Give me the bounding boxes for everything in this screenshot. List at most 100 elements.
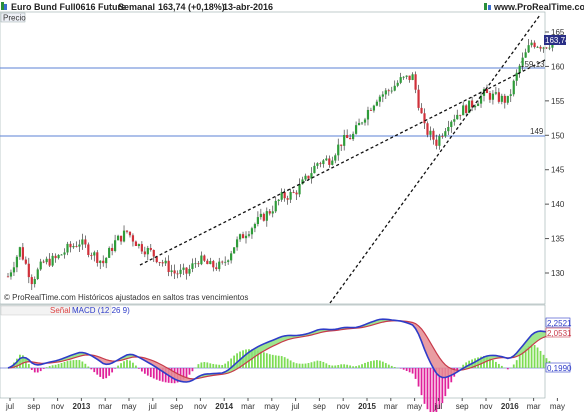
candle-down <box>111 247 114 251</box>
site-label[interactable]: www.ProRealTime.com <box>493 2 584 12</box>
macd-hist-bar <box>381 361 384 368</box>
macd-hist-bar <box>215 364 218 368</box>
candle-up <box>524 52 527 58</box>
candle-down <box>241 234 245 239</box>
macd-signal-badge <box>545 327 571 338</box>
candle-up <box>60 254 63 256</box>
candle-up <box>450 121 453 127</box>
macd-hist-bar <box>533 345 536 368</box>
candle-up <box>247 234 251 236</box>
macd-hist-bar <box>146 368 149 376</box>
macd-hist-bar <box>486 356 488 368</box>
macd-hist-bar <box>355 366 357 368</box>
candle-up <box>224 261 227 263</box>
candle-down <box>426 123 429 135</box>
x-tick-label: mar <box>241 402 255 411</box>
trendline-support-steep[interactable] <box>329 14 541 304</box>
candle-down <box>128 231 132 236</box>
candle-up <box>476 103 480 106</box>
macd-hist-bar <box>310 362 313 368</box>
macd-hist-bar <box>313 361 316 368</box>
macd-signal-value-label: 2,0531 <box>547 329 572 338</box>
candle-up <box>45 258 48 263</box>
macd-hist-bar <box>265 353 268 368</box>
candle-up <box>72 245 75 248</box>
macd-hist-bar <box>54 364 57 368</box>
macd-hist-bar <box>283 357 286 368</box>
macd-hist-bar <box>280 356 283 368</box>
macd-hist-bar <box>268 354 271 368</box>
candle-down <box>143 251 146 255</box>
macd-hist-bar <box>539 350 542 368</box>
x-tick-label: sep <box>313 402 326 411</box>
candle-up <box>453 119 456 122</box>
macd-hist-bar <box>78 360 81 368</box>
candle-down <box>69 243 72 248</box>
macd-hist-bar <box>420 368 423 396</box>
candle-up <box>390 90 393 92</box>
macd-hist-bar <box>105 368 108 379</box>
macd-hist-bar <box>521 351 524 368</box>
macd-hist-bar <box>140 368 143 372</box>
macd-panel[interactable] <box>0 304 546 399</box>
candle-down <box>30 277 33 285</box>
macd-hist-bar <box>262 352 265 368</box>
macd-hist-bar <box>7 368 9 369</box>
candle-up <box>331 160 334 165</box>
candle-up <box>227 260 230 262</box>
candle-up <box>512 80 515 95</box>
macd-hist-bar <box>524 348 527 368</box>
candle-up <box>253 224 257 229</box>
macd-hist-bar <box>328 364 331 368</box>
candle-down <box>497 92 500 102</box>
candle-up <box>506 95 509 103</box>
macd-hist-bar <box>509 367 512 369</box>
price-y-tick-label: 155 <box>551 97 565 106</box>
x-tick-label: jul <box>433 402 442 411</box>
candle-down <box>54 255 57 259</box>
candle-up <box>191 263 194 269</box>
macd-hist-bar <box>164 368 167 383</box>
macd-hist-bar <box>432 368 435 412</box>
candle-up <box>438 136 441 146</box>
price-y-tick-label: 150 <box>551 131 565 140</box>
macd-hist-bar <box>99 368 102 377</box>
candle-down <box>319 163 322 165</box>
macd-hist-bar <box>93 368 96 373</box>
macd-hist-bar <box>27 364 30 368</box>
macd-hist-bar <box>512 364 515 368</box>
macd-hist-bar <box>203 362 206 368</box>
candle-down <box>349 137 352 140</box>
candle-up <box>399 77 402 83</box>
trendline-support-long[interactable] <box>139 59 546 266</box>
macd-hist-bar <box>72 360 75 368</box>
macd-hist-bar <box>396 367 399 369</box>
candle-up <box>354 125 358 134</box>
candle-up <box>36 269 39 280</box>
macd-hist-bar <box>295 363 298 368</box>
candle-down <box>262 213 265 221</box>
macd-hist-bar <box>337 364 340 368</box>
candle-up <box>491 93 495 100</box>
candle-up <box>456 114 459 120</box>
macd-hist-bar <box>447 368 450 389</box>
candle-up <box>170 270 173 273</box>
candle-down <box>48 258 51 266</box>
candle-up <box>108 247 111 258</box>
candle-down <box>102 260 105 264</box>
candle-down <box>283 192 286 199</box>
macd-hist-bar <box>161 368 164 382</box>
candle-up <box>218 261 221 270</box>
macd-hist-bar <box>465 362 468 368</box>
macd-hist-bar <box>111 368 114 373</box>
macd-hist-bar <box>149 368 152 378</box>
header-bar <box>0 0 584 12</box>
price-panel[interactable] <box>0 11 546 305</box>
macd-hist-bar <box>358 365 360 368</box>
candle-up <box>182 267 185 270</box>
macd-hist-bar <box>158 368 161 381</box>
macd-line <box>7 318 556 383</box>
candle-up <box>244 235 248 239</box>
candle-up <box>363 119 367 123</box>
